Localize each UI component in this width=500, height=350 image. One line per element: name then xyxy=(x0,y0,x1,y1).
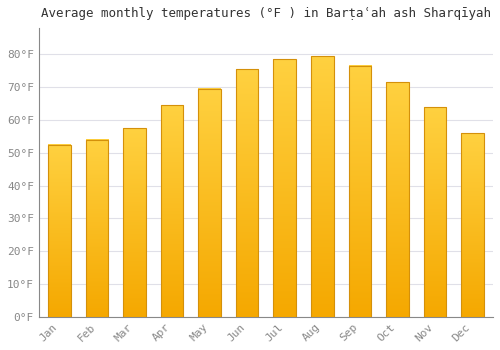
Bar xyxy=(386,82,408,317)
Bar xyxy=(236,69,258,317)
Bar xyxy=(198,89,221,317)
Bar xyxy=(161,105,184,317)
Bar xyxy=(311,56,334,317)
Bar xyxy=(274,59,296,317)
Bar xyxy=(124,128,146,317)
Bar xyxy=(348,66,371,317)
Title: Average monthly temperatures (°F ) in Barṭaʿah ash Sharqīyah: Average monthly temperatures (°F ) in Ba… xyxy=(41,7,491,20)
Bar xyxy=(86,140,108,317)
Bar xyxy=(424,107,446,317)
Bar xyxy=(461,133,483,317)
Bar xyxy=(48,145,70,317)
